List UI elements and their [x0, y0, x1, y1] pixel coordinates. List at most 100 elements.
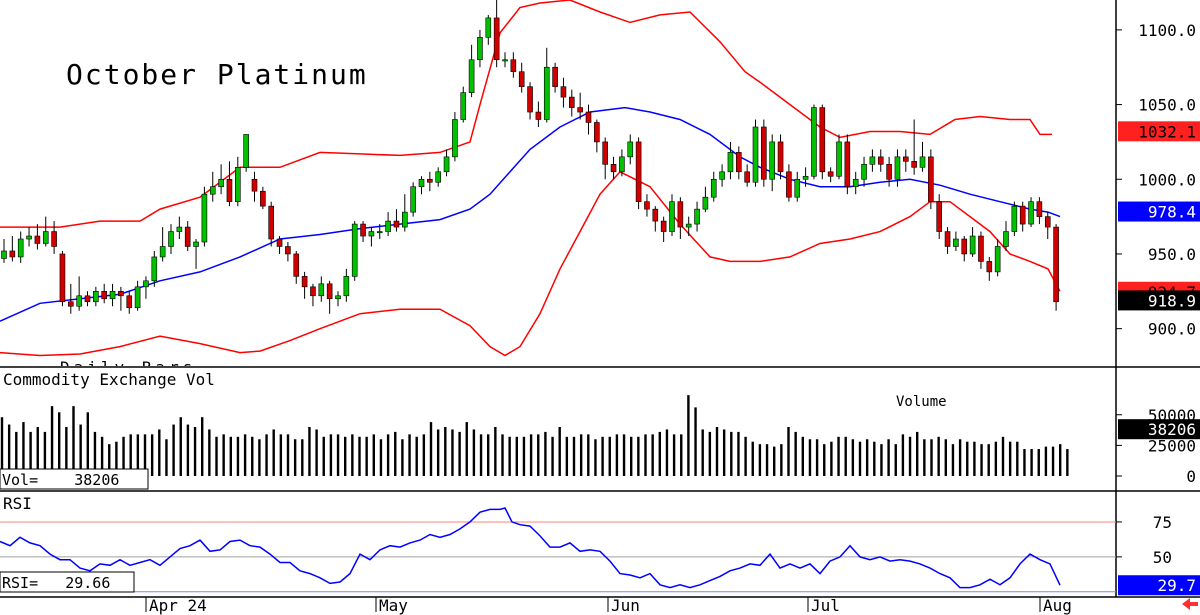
- candle: [619, 149, 625, 177]
- price-tick-label: 950.0: [1148, 245, 1196, 264]
- price-tick-label: 1000.0: [1138, 170, 1196, 189]
- candle: [1044, 212, 1051, 240]
- svg-text:1032.1: 1032.1: [1138, 122, 1196, 141]
- candle: [694, 201, 700, 232]
- candle: [819, 104, 826, 180]
- bollinger-middle-line: [0, 106, 1061, 322]
- candle: [168, 224, 174, 254]
- candle: [460, 86, 467, 123]
- svg-text:978.4: 978.4: [1148, 203, 1196, 222]
- candle: [761, 119, 767, 187]
- x-tick-label: May: [379, 596, 408, 615]
- candle: [869, 149, 876, 172]
- candle: [510, 52, 517, 78]
- candle: [602, 137, 609, 180]
- candle: [68, 283, 74, 314]
- candle: [577, 92, 583, 120]
- candle: [978, 231, 984, 269]
- candle: [143, 276, 149, 299]
- x-tick-label: Jun: [611, 596, 640, 615]
- volume-panel-title: Commodity Exchange Vol: [3, 370, 215, 389]
- candle: [953, 231, 959, 251]
- price-tick-label: 900.0: [1148, 320, 1196, 339]
- candle: [184, 221, 191, 251]
- bollinger-lower-line: [0, 170, 1061, 357]
- candle: [677, 197, 684, 240]
- candle: [994, 239, 1001, 277]
- x-tick-label: Jul: [811, 596, 840, 615]
- candle: [443, 149, 450, 177]
- candle: [911, 119, 917, 175]
- candle: [310, 283, 316, 307]
- candle: [635, 137, 642, 210]
- candle: [886, 156, 892, 187]
- candle: [134, 280, 141, 311]
- candle: [660, 216, 667, 243]
- rsi-axis-ticks: 75 50: [1116, 513, 1172, 567]
- candle: [944, 227, 951, 254]
- candle: [209, 171, 216, 202]
- candle: [894, 149, 901, 187]
- candle: [902, 149, 909, 172]
- candle: [301, 271, 308, 299]
- candle: [485, 14, 492, 45]
- rsi-panel-title: RSI: [3, 494, 32, 513]
- chart-subtitle-partial: Daily Bars: [60, 358, 196, 377]
- candle: [827, 167, 834, 183]
- candle: [34, 224, 41, 250]
- candle: [218, 164, 224, 195]
- candle: [685, 216, 692, 237]
- candle: [26, 227, 32, 247]
- candle: [585, 104, 592, 135]
- panel-frames: [0, 0, 1200, 598]
- candles: [1, 0, 1059, 314]
- rsi-readout: RSI= 29.66: [2, 574, 110, 592]
- candle: [527, 82, 533, 120]
- x-axis: Apr 24 May Jun Jul Aug: [145, 596, 1072, 615]
- bollinger-bands: [0, 0, 1061, 357]
- candle: [318, 276, 325, 302]
- candle: [93, 286, 99, 307]
- candle: [493, 0, 500, 68]
- candle: [543, 47, 550, 123]
- candle: [1, 239, 7, 263]
- candle: [226, 161, 233, 207]
- last-price-badge: 918.9: [1118, 290, 1200, 311]
- candle: [986, 256, 993, 281]
- candle: [936, 194, 943, 240]
- candle: [59, 250, 66, 307]
- scroll-right-arrow-icon[interactable]: [1182, 598, 1198, 610]
- candle: [552, 62, 558, 93]
- candle: [777, 134, 784, 180]
- middle-band-badge: 978.4: [1118, 201, 1200, 222]
- candle: [201, 186, 208, 247]
- volume-tick-label: 25000: [1148, 436, 1196, 455]
- candle: [928, 149, 934, 210]
- candle: [243, 134, 249, 172]
- volume-readout-box: [0, 468, 149, 490]
- candle: [151, 250, 158, 287]
- candle: [385, 212, 391, 237]
- candle: [811, 104, 817, 180]
- rsi-guides: [0, 521, 1116, 593]
- candle: [969, 227, 976, 257]
- candle: [727, 141, 734, 180]
- rsi-tick-label: 50: [1153, 548, 1172, 567]
- candle: [343, 268, 350, 302]
- candle: [919, 141, 926, 172]
- candle: [627, 134, 634, 165]
- candle: [9, 236, 16, 262]
- candle: [1003, 221, 1009, 251]
- candle: [293, 250, 300, 284]
- candle: [877, 149, 884, 172]
- candle: [1053, 224, 1059, 311]
- x-tick-label: Aug: [1043, 596, 1072, 615]
- candle: [235, 156, 241, 207]
- candle: [101, 283, 107, 304]
- candle: [109, 283, 116, 307]
- rsi-series-line: [0, 507, 1061, 589]
- candle: [802, 167, 809, 187]
- candle: [794, 171, 801, 202]
